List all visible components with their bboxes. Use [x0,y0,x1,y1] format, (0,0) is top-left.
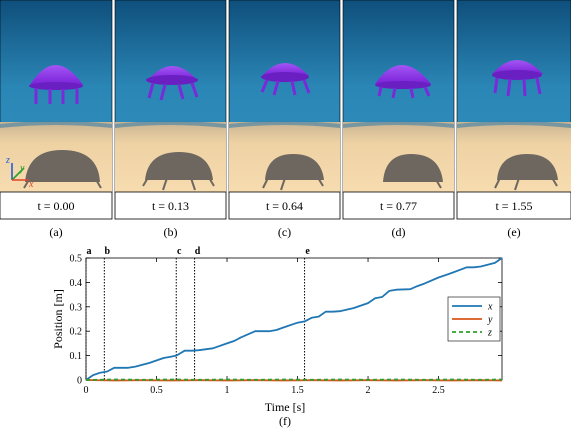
legend-label-y: y [487,315,493,326]
triad-z-label: z [5,155,10,166]
position-chart: Position [m] Time [s] (f) 0 0.5 1 1.5 2 2.5 0 0… [51,246,503,428]
robot-shadow [494,154,558,191]
panel-b: t = 0.13 (b) [114,0,227,239]
robot [260,63,311,96]
y-tick-label: 0.4 [70,278,83,289]
axis-triad: z y x [5,155,34,190]
panel-label: (d) [392,225,406,239]
robot-shadow [262,154,324,191]
x-tick-label: 2 [366,385,371,396]
chart-panel-label: (f) [279,414,291,428]
panel-time: t = 0.13 [152,199,189,213]
x-tick-label: 0 [84,385,89,396]
x-tick-label: 1.5 [291,385,304,396]
plot-area [85,257,503,381]
series-line-x [85,257,503,381]
event-marker-label: a [87,246,92,257]
panel-c: t = 0.64 (c) [228,0,341,239]
legend-label-x: x [487,302,493,313]
x-tick-label: 2.5 [432,385,445,396]
panel-e: t = 1.55 (e) [456,0,571,239]
robot [146,66,199,101]
robot-shadow [383,154,443,189]
y-tick-label: 0.1 [70,351,83,362]
event-marker-label: c [177,246,182,257]
robot [29,65,83,104]
triad-x-label: x [28,179,34,190]
y-tick-label: 0.3 [70,302,83,313]
robot-shadow [142,152,215,191]
snapshot-panels: z y x t = 0.00 (a) t = 0.13 (b) [0,0,571,239]
x-tick-label: 0.5 [150,385,163,396]
y-axis-title: Position [m] [51,289,65,349]
panel-label: (c) [278,225,291,239]
panel-d: t = 0.77 (d) [342,0,455,239]
x-axis-title: Time [s] [265,400,306,414]
x-tick-label: 1 [225,385,230,396]
series-line-z [85,378,503,381]
y-tick-label: 0.5 [70,254,83,265]
event-marker-label: b [105,246,111,257]
panel-label: (e) [507,225,520,239]
panel-time: t = 0.77 [380,199,417,213]
y-tick-label: 0 [77,376,82,387]
panel-label: (b) [164,225,178,239]
panel-label: (a) [49,225,62,239]
y-tick-label: 0.2 [70,327,83,338]
panel-a: z y x t = 0.00 (a) [0,0,113,239]
panel-time: t = 0.00 [37,199,74,213]
triad-y-label: y [19,163,25,174]
panel-time: t = 1.55 [495,199,532,213]
panel-time: t = 0.64 [266,199,303,213]
event-marker-label: e [305,246,310,257]
robot [375,65,431,99]
event-marker-label: d [195,246,201,257]
robot [492,60,543,97]
legend-label-z: z [487,328,492,339]
